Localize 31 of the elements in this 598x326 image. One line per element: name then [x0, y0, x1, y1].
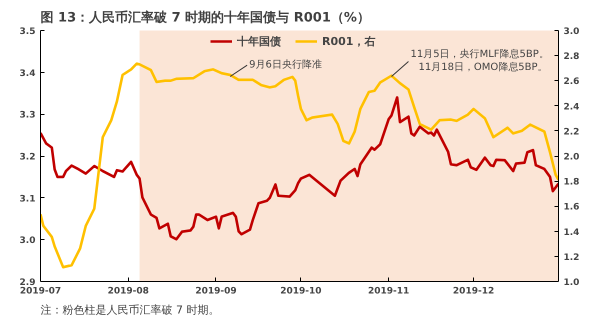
y2-tick-label: 1.0 — [564, 278, 580, 288]
y-tick-label: 3.3 — [20, 110, 36, 121]
y-tick-label: 3.4 — [20, 68, 36, 79]
x-tick-label: 2019-12 — [452, 286, 494, 296]
y-tick-label: 3.5 — [20, 27, 36, 37]
y2-tick-label: 2.8 — [564, 52, 580, 62]
y2-tick-label: 2.2 — [564, 127, 580, 138]
x-tick-label: 2019-09 — [195, 286, 237, 296]
y-tick-label: 2.9 — [20, 278, 36, 288]
y2-tick-label: 1.8 — [564, 178, 580, 188]
y2-tick-label: 1.6 — [564, 202, 580, 213]
x-tick-label: 2019-08 — [108, 286, 149, 296]
text: 注：粉色柱是人民币汇率破 7 时期。 — [40, 304, 220, 316]
y2-tick-label: 1.4 — [564, 228, 580, 238]
y2-tick-label: 2.0 — [564, 152, 580, 162]
y2-tick-label: 3.0 — [564, 27, 580, 37]
y-tick-label: 3.2 — [20, 152, 36, 162]
annotation: 11月5日，央行MLF降息5BP。 11月18日，OMO降息5BP。 — [410, 48, 549, 73]
x-tick-label: 2019-11 — [368, 286, 410, 296]
legend-label: R001，右 — [322, 34, 376, 48]
x-tick-label: 2019-07 — [20, 286, 62, 296]
line-series — [40, 96, 558, 241]
annotation: 9月6日央行降准 — [249, 58, 322, 71]
y-tick-label: 3.1 — [20, 194, 36, 204]
y2-tick-label: 1.2 — [564, 252, 580, 263]
x-tick-label: 2019-10 — [280, 286, 322, 296]
legend-label: 十年国债 — [237, 34, 281, 48]
y2-tick-label: 2.6 — [564, 77, 580, 88]
y2-tick-label: 2.4 — [564, 102, 580, 112]
y-tick-label: 3.0 — [20, 236, 36, 246]
chart-title: 图 13：人民币汇率破 7 时期的十年国债与 R001（%） — [40, 10, 370, 26]
